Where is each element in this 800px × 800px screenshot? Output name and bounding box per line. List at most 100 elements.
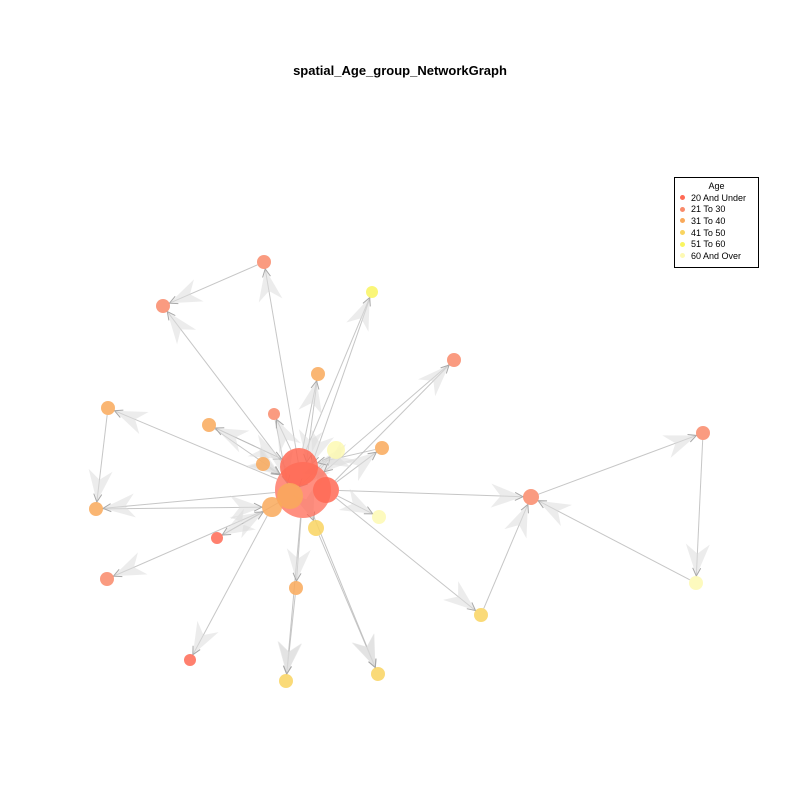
legend-item-21-to-30: 21 To 30 xyxy=(675,204,758,216)
edge-arrow-barb xyxy=(440,364,450,374)
legend-item-51-to-60: 51 To 60 xyxy=(675,238,758,250)
nodes-layer xyxy=(89,255,710,688)
edge-arrow-barb xyxy=(112,569,123,578)
graph-edge xyxy=(338,489,524,498)
graph-edge xyxy=(264,268,299,463)
graph-node xyxy=(268,408,280,420)
edge-arrow-barb xyxy=(316,456,327,466)
legend-swatch xyxy=(680,218,685,224)
graph-node xyxy=(256,457,270,471)
edge-arrowhead xyxy=(192,620,219,655)
graph-node xyxy=(101,401,115,415)
graph-node xyxy=(371,667,385,681)
graph-edge xyxy=(537,500,691,581)
edge-arrow-barb xyxy=(537,500,548,509)
graph-node xyxy=(372,510,386,524)
legend: Age 20 And Under 21 To 30 31 To 40 41 To… xyxy=(674,177,759,268)
arrowheads-layer xyxy=(88,267,710,676)
graph-node xyxy=(447,353,461,367)
legend-swatch xyxy=(680,206,685,212)
legend-item-label: 20 And Under xyxy=(691,192,747,203)
edge-arrowhead xyxy=(258,268,283,303)
edge-arrow-barb xyxy=(520,503,529,514)
edge-arrowhead xyxy=(247,434,282,459)
edge-arrowhead xyxy=(286,548,311,582)
graph-title: spatial_Age_group_NetworkGraph xyxy=(293,63,507,78)
graph-edge xyxy=(323,364,450,473)
edge-arrow-barb xyxy=(221,527,232,536)
edge-arrowhead xyxy=(685,543,710,577)
graph-edge xyxy=(335,497,476,611)
graph-edge xyxy=(318,535,376,668)
edge-arrowhead xyxy=(276,419,302,454)
graph-edge xyxy=(305,297,371,450)
edge-arrow-barb xyxy=(253,502,264,512)
edge-arrow-barb xyxy=(363,506,374,515)
graph-node xyxy=(289,581,303,595)
legend-swatch xyxy=(680,253,685,259)
legend-item-20-and-under: 20 And Under xyxy=(675,192,758,204)
edge-arrow-barb xyxy=(192,645,201,656)
edge-arrowhead xyxy=(346,297,370,332)
edge-arrow-barb xyxy=(362,296,371,307)
edge-arrowhead xyxy=(504,504,528,539)
edge-arrowhead xyxy=(278,640,303,675)
edge-arrowhead xyxy=(418,364,450,397)
legend-item-31-to-40: 31 To 40 xyxy=(675,215,758,227)
edge-arrowhead xyxy=(88,468,113,503)
graph-edge xyxy=(695,439,704,577)
edge-arrow-barb xyxy=(368,658,377,669)
legend-title: Age xyxy=(708,181,725,191)
edge-arrow-barb xyxy=(466,602,477,612)
graph-edge xyxy=(192,515,268,655)
legend-item-label: 21 To 30 xyxy=(691,204,726,215)
legend-item-label: 51 To 60 xyxy=(691,239,726,250)
legend-swatch xyxy=(680,195,685,201)
graph-node xyxy=(696,426,710,440)
edge-arrowhead xyxy=(338,488,373,514)
graph-node xyxy=(211,532,223,544)
edge-arrowhead xyxy=(662,435,697,458)
graph-edge xyxy=(102,492,276,509)
edge-arrowhead xyxy=(169,279,204,304)
graph-node xyxy=(280,448,318,486)
graph-node xyxy=(89,502,103,516)
legend-item-label: 41 To 50 xyxy=(691,227,726,238)
graph-node xyxy=(184,654,196,666)
graph-node xyxy=(327,441,345,459)
graph-node xyxy=(279,674,293,688)
edge-arrowhead xyxy=(229,511,264,539)
graph-node xyxy=(308,520,324,536)
graph-edge xyxy=(538,434,697,495)
graph-edge xyxy=(286,517,302,675)
graph-edge xyxy=(166,311,287,469)
graph-node xyxy=(156,299,170,313)
edge-arrow-barb xyxy=(310,379,320,390)
graph-node xyxy=(375,441,389,455)
edge-arrow-barb xyxy=(367,451,378,461)
edge-arrow-barb xyxy=(514,492,525,501)
edge-arrowhead xyxy=(538,500,573,527)
graph-node xyxy=(366,286,378,298)
graph-node xyxy=(313,477,339,503)
edge-arrow-barb xyxy=(93,493,103,504)
legend-item-60-and-over: 60 And Over xyxy=(675,250,758,262)
graph-node xyxy=(100,572,114,586)
edge-arrow-barb xyxy=(283,665,293,676)
edge-arrowhead xyxy=(443,581,476,611)
graph-edge xyxy=(311,297,371,464)
edge-arrowhead xyxy=(215,427,250,453)
legend-swatch xyxy=(680,241,685,247)
legend-item-label: 60 And Over xyxy=(691,250,742,261)
edge-arrowhead xyxy=(298,380,322,415)
edge-arrowhead xyxy=(113,552,148,577)
edge-arrowhead xyxy=(102,493,136,518)
edge-arrow-barb xyxy=(271,465,281,475)
edge-arrowhead xyxy=(167,311,197,345)
graph-node xyxy=(311,367,325,381)
legend-item-label: 31 To 40 xyxy=(691,215,726,226)
edge-arrowhead xyxy=(351,633,376,668)
edge-arrowhead xyxy=(311,429,335,464)
